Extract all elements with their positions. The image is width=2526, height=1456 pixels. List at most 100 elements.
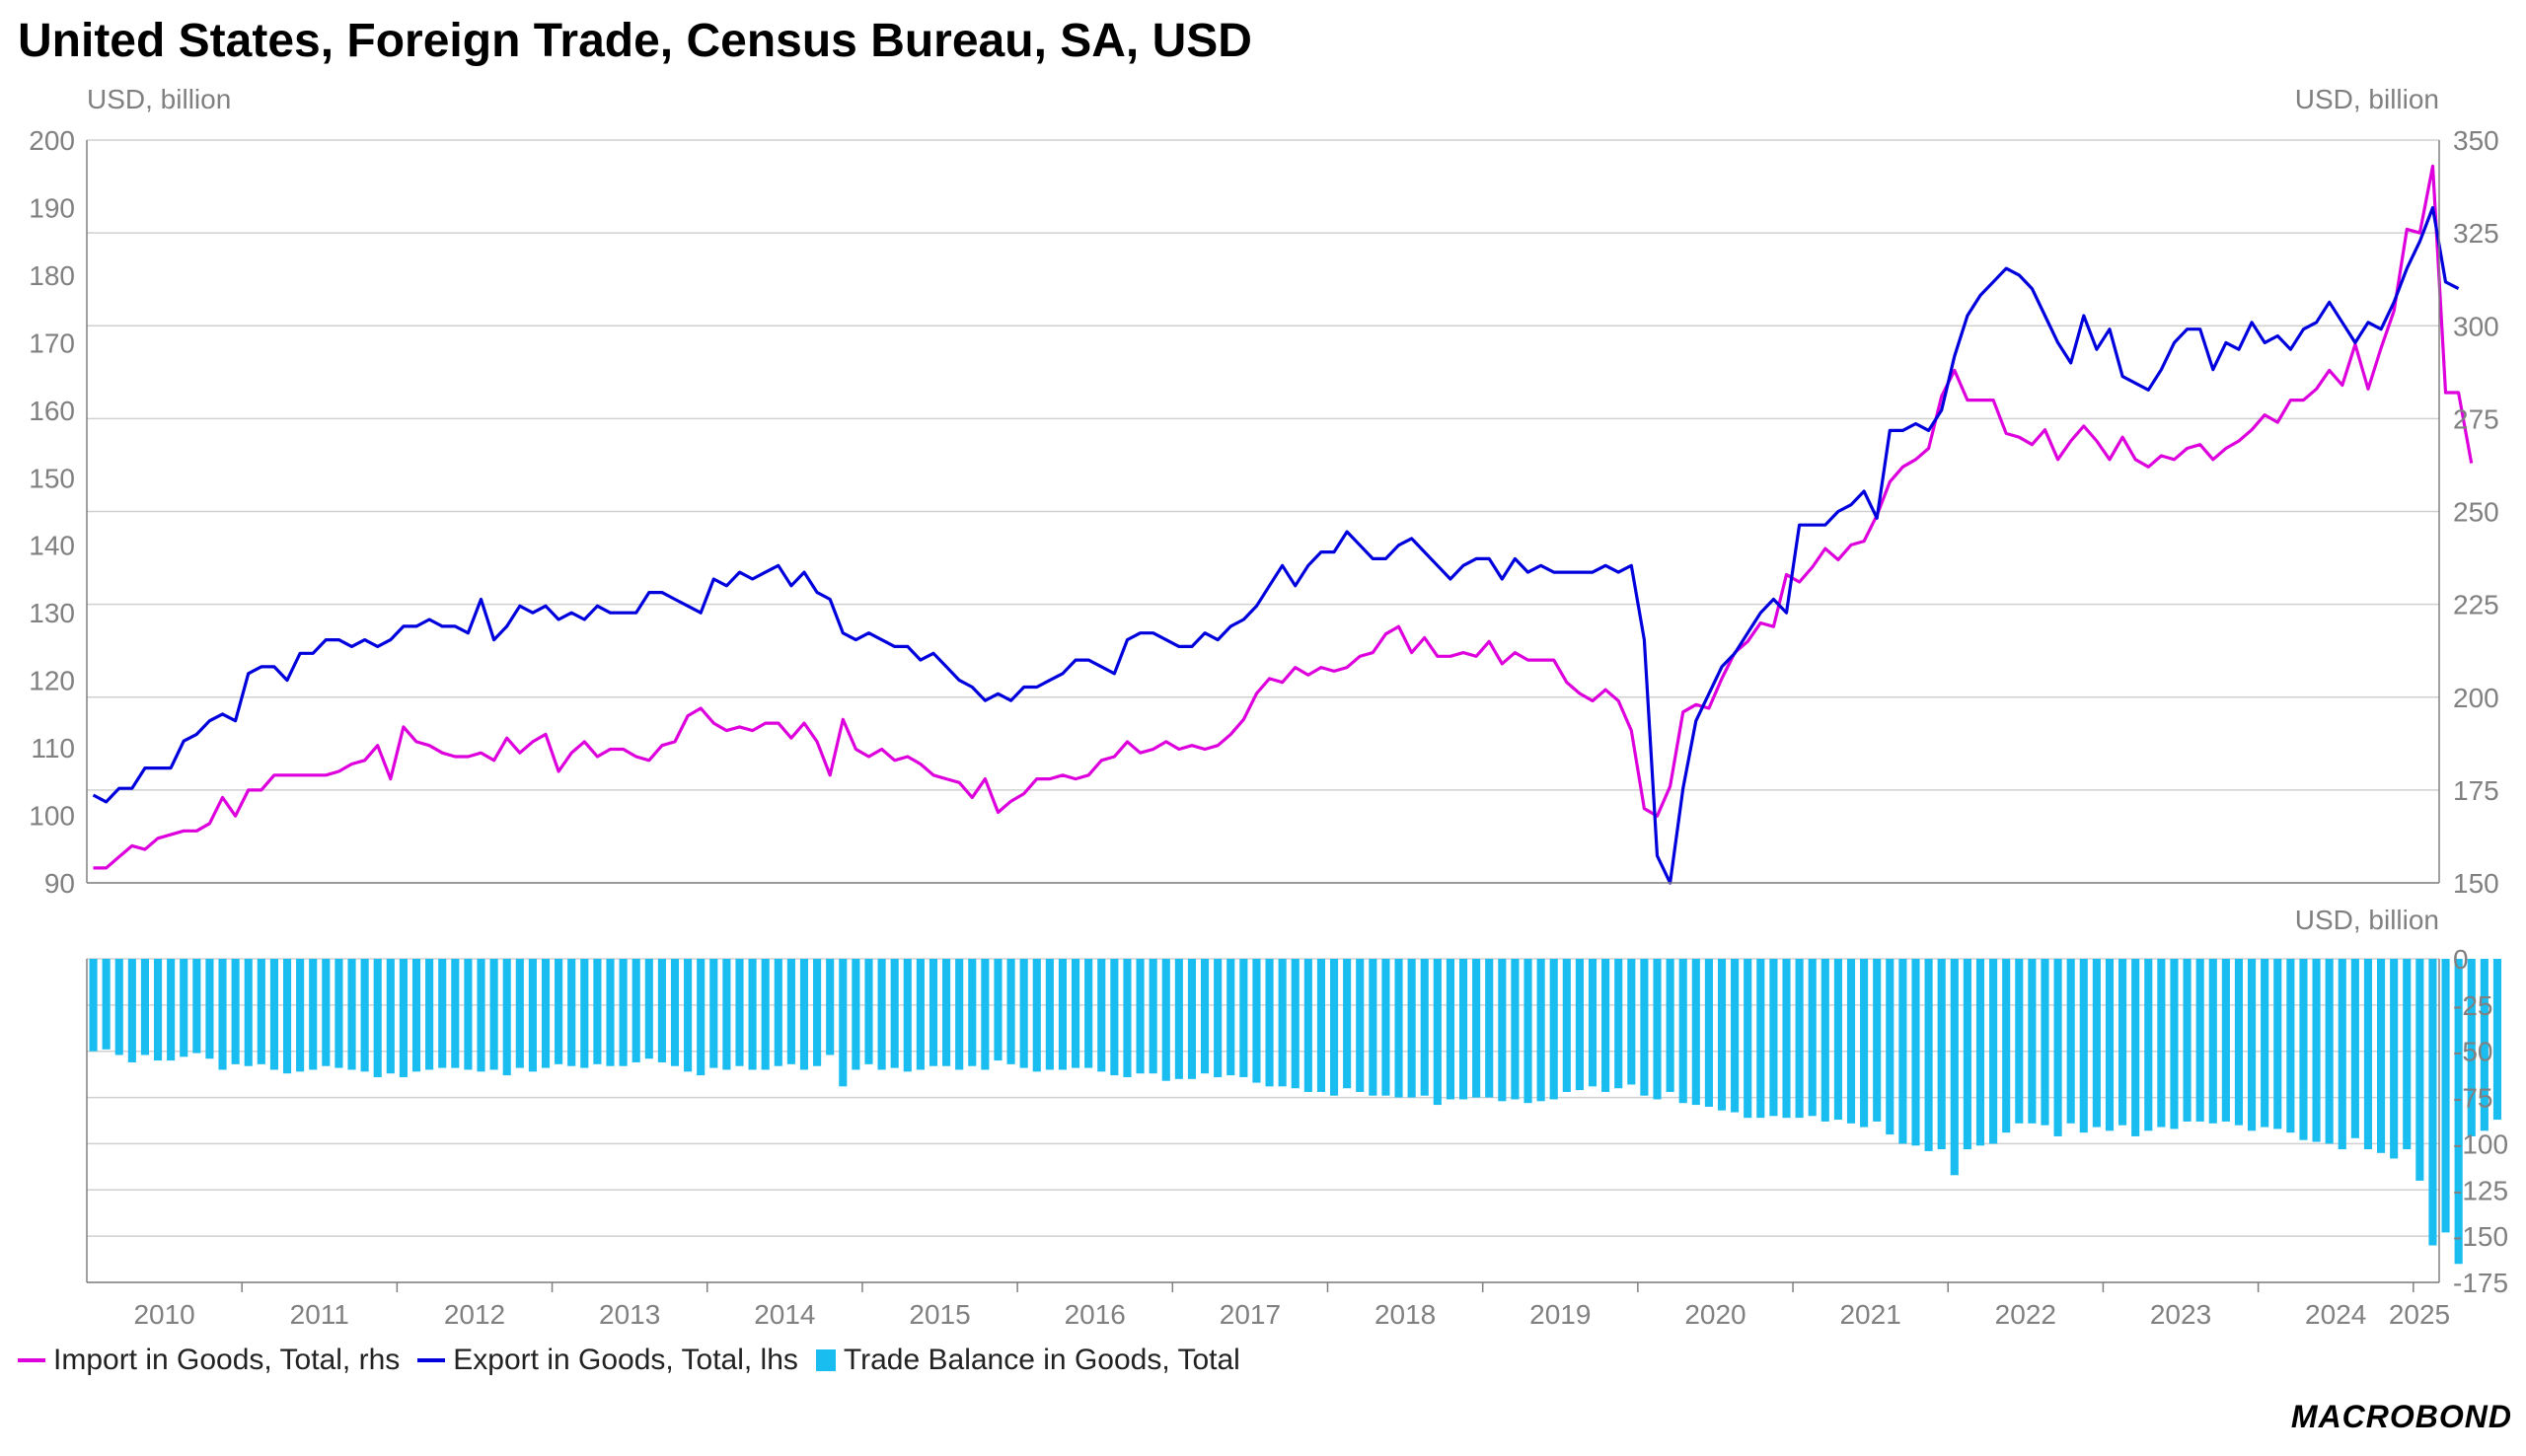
right-axis-unit: USD, billion — [2295, 84, 2439, 114]
trade-balance-bar — [2053, 959, 2062, 1136]
trade-balance-bar — [697, 959, 706, 1076]
trade-balance-bar — [1562, 959, 1571, 1092]
trade-balance-bar — [2415, 959, 2424, 1181]
bottom-tick-label: -175 — [2453, 1268, 2508, 1298]
bottom-tick-label: 0 — [2453, 944, 2469, 975]
trade-balance-bar — [2492, 959, 2502, 1121]
trade-balance-bar — [1782, 959, 1791, 1119]
trade-balance-bar — [1898, 959, 1907, 1144]
trade-balance-bar — [1653, 959, 1662, 1100]
right-tick-label: 300 — [2453, 311, 2499, 341]
trade-balance-bar — [1717, 959, 1727, 1111]
chart-title: United States, Foreign Trade, Census Bur… — [18, 15, 1252, 67]
trade-balance-bar — [1575, 959, 1584, 1091]
trade-balance-bar — [1989, 959, 1998, 1144]
trade-balance-bar — [438, 959, 447, 1068]
trade-balance-bar — [102, 959, 111, 1050]
bottom-tick-label: -50 — [2453, 1037, 2492, 1067]
trade-balance-bar — [1731, 959, 1740, 1113]
trade-balance-bar — [282, 959, 292, 1074]
trade-balance-bar — [735, 959, 744, 1066]
trade-balance-bar — [1072, 959, 1080, 1068]
trade-balance-bar — [2028, 959, 2037, 1124]
trade-balance-bar — [1394, 959, 1403, 1098]
left-tick-label: 140 — [29, 531, 75, 561]
trade-balance-bar — [1006, 959, 1015, 1064]
trade-balance-bar — [1511, 959, 1520, 1100]
trade-balance-bar — [2273, 959, 2282, 1129]
year-label: 2025 — [2389, 1299, 2450, 1330]
trade-balance-bar — [890, 959, 899, 1068]
trade-balance-bar — [2221, 959, 2230, 1122]
right-tick-label: 225 — [2453, 590, 2499, 620]
bottom-tick-label: -100 — [2453, 1128, 2508, 1159]
left-tick-label: 160 — [29, 396, 75, 426]
trade-balance-bar — [852, 959, 860, 1070]
trade-balance-bar — [684, 959, 693, 1072]
year-label: 2021 — [1839, 1299, 1900, 1330]
tick-labels: 150 175 200 225 250 275 300 325 350 90 100 110 120 13… — [29, 125, 2508, 1330]
year-label: 2020 — [1684, 1299, 1746, 1330]
trade-balance-bar — [606, 959, 615, 1066]
trade-balance-bar — [2079, 959, 2088, 1133]
trade-balance-bar — [2454, 959, 2463, 1265]
trade-balance-bar — [1911, 959, 1920, 1146]
trade-balance-bar — [2248, 959, 2257, 1131]
trade-balance-bar — [1045, 959, 1054, 1070]
trade-balance-bar — [709, 959, 718, 1068]
trade-balance-bar — [1174, 959, 1183, 1079]
left-tick-label: 90 — [44, 868, 75, 899]
trade-balance-bar — [373, 959, 382, 1077]
trade-balance-bar — [2234, 959, 2244, 1126]
left-tick-label: 130 — [29, 598, 75, 628]
year-label: 2013 — [599, 1299, 660, 1330]
trade-balance-bar — [1860, 959, 1869, 1128]
trade-balance-bar — [1381, 959, 1390, 1096]
trade-balance-bar — [981, 959, 990, 1070]
trade-balance-bar — [1187, 959, 1197, 1079]
trade-balance-bar — [1536, 959, 1545, 1102]
trade-balance-bar — [1873, 959, 1882, 1122]
trade-balance-bar — [1640, 959, 1649, 1096]
trade-balance-bar — [2157, 959, 2166, 1128]
trade-lines — [92, 164, 2474, 885]
trade-balance-bar — [451, 959, 460, 1068]
trade-balance-bar — [322, 959, 331, 1066]
trade-balance-bar — [2195, 959, 2204, 1122]
trade-balance-bar — [968, 959, 977, 1066]
trade-balance-bar — [1950, 959, 1959, 1176]
bottom-tick-label: -25 — [2453, 990, 2492, 1021]
year-label: 2017 — [1220, 1299, 1281, 1330]
trade-balance-bar — [2350, 959, 2359, 1138]
trade-balance-bar — [1458, 959, 1468, 1100]
trade-balance-bar — [1149, 959, 1157, 1074]
trade-balance-bar — [670, 959, 680, 1066]
trade-balance-bar — [1924, 959, 1933, 1151]
trade-balance-bar — [632, 959, 640, 1062]
trade-balance-bar — [1097, 959, 1106, 1072]
year-label: 2010 — [133, 1299, 194, 1330]
trade-balance-bar — [1356, 959, 1365, 1092]
trade-balance-bar — [167, 959, 176, 1061]
trade-balance-bar — [1886, 959, 1894, 1135]
trade-balance-bar — [411, 959, 421, 1072]
trade-balance-bar — [1343, 959, 1352, 1089]
trade-balance-bar — [1769, 959, 1778, 1117]
trade-balance-bar — [127, 959, 136, 1062]
trade-balance-bar — [774, 959, 782, 1066]
trade-balance-bar — [994, 959, 1003, 1061]
trade-balance-bar — [1523, 959, 1532, 1104]
trade-balance-bar — [2041, 959, 2049, 1126]
trade-balance-bar — [89, 959, 98, 1052]
trade-balance-bar — [296, 959, 305, 1072]
year-label: 2023 — [2150, 1299, 2211, 1330]
trade-balance-bars — [89, 959, 2502, 1265]
left-axis-unit: USD, billion — [87, 84, 231, 114]
year-label: 2019 — [1529, 1299, 1591, 1330]
trade-balance-bar — [955, 959, 964, 1070]
left-tick-label: 120 — [29, 666, 75, 696]
year-label: 2011 — [290, 1299, 349, 1330]
trade-balance-bar — [2390, 959, 2399, 1159]
trade-balance-bar — [1963, 959, 1971, 1150]
